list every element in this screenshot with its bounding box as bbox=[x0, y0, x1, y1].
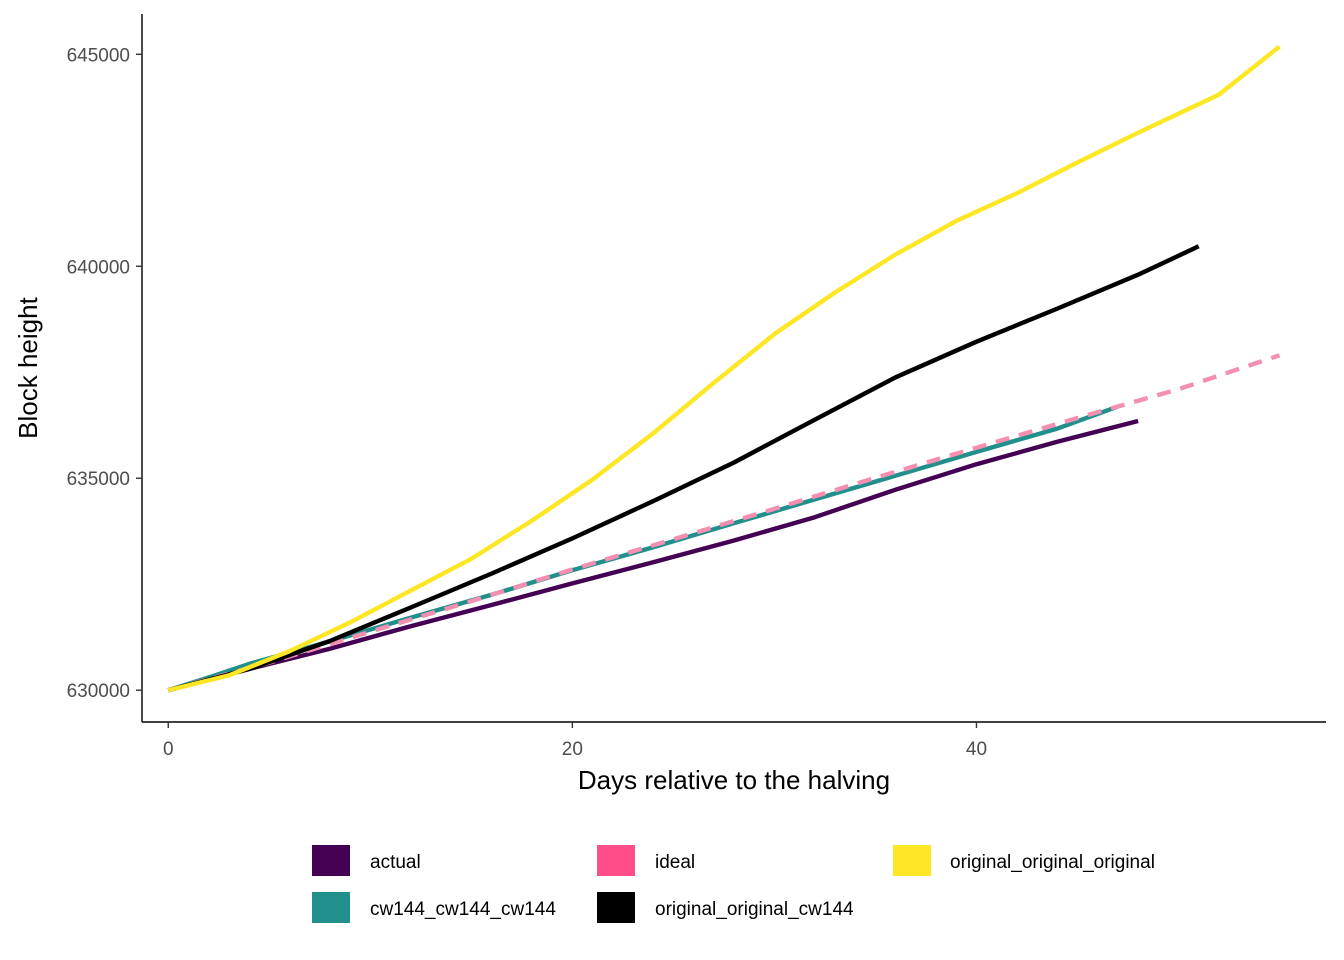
legend-label-actual: actual bbox=[370, 852, 421, 873]
legend: actual ideal original_original_original … bbox=[312, 845, 1155, 923]
x-tick-label: 20 bbox=[562, 739, 583, 760]
legend-key-ideal bbox=[597, 845, 635, 876]
legend-label-ideal: ideal bbox=[655, 852, 695, 873]
legend-key-original-original-cw144 bbox=[597, 892, 635, 923]
y-ticks: 630000 635000 640000 645000 bbox=[67, 45, 142, 702]
series-line-actual bbox=[167, 418, 1139, 693]
y-tick-label: 635000 bbox=[67, 469, 130, 490]
y-tick-label: 640000 bbox=[67, 257, 130, 278]
legend-label-cw144: cw144_cw144_cw144 bbox=[370, 899, 556, 920]
series-line-original-original-original bbox=[167, 44, 1281, 693]
x-ticks: 0 20 40 bbox=[163, 722, 987, 760]
legend-key-cw144 bbox=[312, 892, 350, 923]
legend-key-original-original-original bbox=[893, 845, 931, 876]
x-tick-label: 40 bbox=[966, 739, 987, 760]
legend-label-original-original-original: original_original_original bbox=[950, 852, 1155, 873]
y-tick-label: 645000 bbox=[67, 45, 130, 66]
series-line-ideal bbox=[167, 353, 1281, 693]
series-line-original-original-cw144 bbox=[167, 244, 1200, 693]
legend-label-original-original-cw144: original_original_cw144 bbox=[655, 899, 854, 920]
y-axis-title: Block height bbox=[13, 296, 43, 438]
x-axis-title: Days relative to the halving bbox=[578, 765, 890, 795]
legend-key-actual bbox=[312, 845, 350, 876]
x-tick-label: 0 bbox=[163, 739, 174, 760]
y-tick-label: 630000 bbox=[67, 681, 130, 702]
series-layer bbox=[167, 44, 1281, 693]
